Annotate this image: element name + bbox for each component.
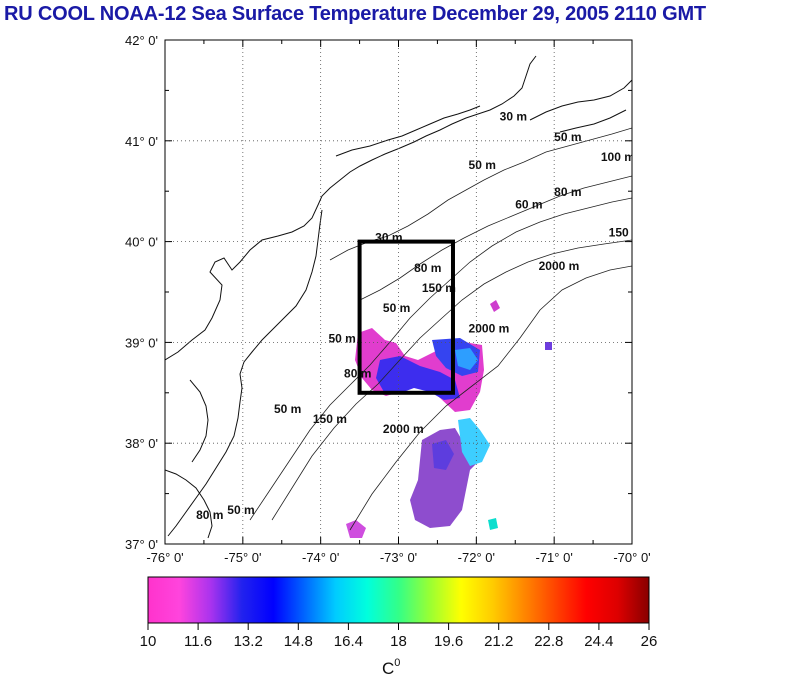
- contour-label: 50 m: [227, 503, 254, 517]
- contour-label: 2000 m: [469, 321, 510, 335]
- coastline: [165, 55, 632, 539]
- lat-label: 38° 0': [125, 436, 158, 451]
- lat-label: 37° 0': [125, 537, 158, 552]
- colorbar-tick-label: 14.8: [284, 633, 313, 650]
- colorbar-tick-label: 18: [390, 633, 407, 650]
- colorbar-unit: C0: [382, 657, 400, 678]
- contour-label: 80 m: [554, 185, 581, 199]
- lon-label: -70° 0': [613, 550, 650, 565]
- colorbar-tick-label: 21.2: [484, 633, 513, 650]
- lat-label: 41° 0': [125, 134, 158, 149]
- colorbar-tick-label: 19.6: [434, 633, 463, 650]
- colorbar-ticks: 10 11.6 13.2 14.8 16.4 18 19.6 21.2 22.8 24.4 26: [140, 623, 658, 650]
- contour-label: 50 m: [554, 130, 581, 144]
- lon-label: -75° 0': [224, 550, 261, 565]
- contour-label: 150 m: [313, 412, 347, 426]
- contour-label: 100 m: [601, 150, 635, 164]
- colorbar: [147, 576, 650, 624]
- contour-label: 50 m: [469, 158, 496, 172]
- contour-label: 2000 m: [539, 259, 580, 273]
- lat-label: 40° 0': [125, 235, 158, 250]
- lon-label: -74° 0': [302, 550, 339, 565]
- colorbar-tick-label: 24.4: [584, 633, 613, 650]
- axis-ticks: [164, 39, 633, 545]
- colorbar-tick-label: 13.2: [234, 633, 263, 650]
- colorbar-tick-label: 11.6: [184, 633, 212, 650]
- longitude-labels: -76° 0' -75° 0' -74° 0' -73° 0' -72° 0' -71° …: [146, 550, 650, 565]
- colorbar-tick-label: 10: [140, 633, 157, 650]
- contour-label: 50 m: [274, 402, 301, 416]
- colorbar-tick-label: 26: [641, 633, 658, 650]
- lon-label: -72° 0': [458, 550, 495, 565]
- colorbar-tick-label: 22.8: [534, 633, 563, 650]
- contour-label: 50 m: [328, 331, 355, 345]
- contour-label: 2000 m: [383, 422, 424, 436]
- contour-label: 150 m: [422, 281, 456, 295]
- lat-label: 42° 0': [125, 33, 158, 48]
- contour-label: 60 m: [515, 197, 542, 211]
- contour-labels: 2000 m 2000 m 2000 m 50 m 60 m 80 m 100 m 150 m…: [196, 110, 643, 522]
- contour-label: 80 m: [414, 261, 441, 275]
- lon-label: -73° 0': [380, 550, 417, 565]
- contour-label: 50 m: [383, 301, 410, 315]
- graticule: [165, 40, 632, 544]
- study-region-box: [357, 239, 455, 395]
- page-title: RU COOL NOAA-12 Sea Surface Temperature …: [4, 3, 706, 25]
- contour-label: 150 m: [609, 226, 643, 240]
- lon-label: -76° 0': [146, 550, 183, 565]
- bathymetry-contours: [249, 127, 632, 531]
- lon-label: -71° 0': [536, 550, 573, 565]
- contour-label: 30 m: [500, 110, 527, 124]
- lat-label: 39° 0': [125, 335, 158, 350]
- contour-label: 80 m: [196, 508, 223, 522]
- latitude-labels: 42° 0' 41° 0' 40° 0' 39° 0' 38° 0' 37° 0': [125, 33, 158, 552]
- colorbar-tick-label: 16.4: [334, 633, 363, 650]
